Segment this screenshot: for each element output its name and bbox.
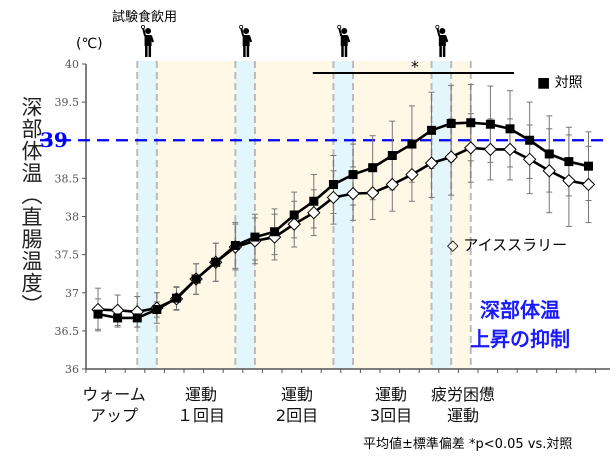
exercise-band	[451, 61, 471, 369]
data-point-ice-slurry	[444, 150, 458, 164]
phase-exercise-3: 運動 3回目	[369, 385, 413, 425]
data-point-ice-slurry	[346, 186, 360, 201]
drinking-person-icon	[435, 24, 449, 57]
data-point-control	[309, 196, 319, 206]
data-point-ice-slurry	[365, 186, 380, 200]
drink-label: 試験食飲用	[112, 10, 178, 25]
data-point-control	[446, 118, 456, 128]
phase-warmup: ウォーム アップ	[82, 385, 146, 425]
data-point-ice-slurry	[424, 156, 439, 170]
data-point-control	[368, 163, 378, 173]
legend-ice-slurry: ◇ アイススラリー	[447, 234, 567, 255]
phase-exercise-1: 運動 １回目	[176, 385, 225, 425]
data-point-ice-slurry	[522, 152, 537, 167]
data-point-control	[328, 179, 338, 189]
drinking-person-icon	[141, 24, 154, 57]
data-point-control	[289, 210, 299, 220]
legend-control: ■ 対照	[537, 72, 583, 92]
reference-label: 39	[40, 128, 68, 152]
drinking-person-icon	[239, 24, 253, 57]
data-point-control	[93, 309, 103, 319]
drinking-person-icon	[337, 24, 351, 57]
data-point-control	[407, 139, 417, 149]
exercise-band	[353, 61, 432, 369]
data-point-control	[230, 240, 240, 250]
data-point-ice-slurry	[562, 173, 576, 188]
legend-control-label: 対照	[554, 75, 583, 91]
data-point-control	[348, 170, 358, 180]
data-point-control	[544, 149, 554, 159]
data-point-control	[250, 232, 260, 242]
footnote: 平均値±標準偏差 *p<0.05 vs.対照	[363, 437, 573, 452]
data-point-control	[152, 305, 162, 315]
diamond-marker-icon: ◇	[447, 236, 459, 254]
drink-band	[431, 61, 452, 369]
data-point-ice-slurry	[307, 205, 321, 220]
data-point-control	[113, 313, 123, 323]
drink-band	[235, 61, 255, 369]
y-tick-label: 38.5	[55, 172, 80, 185]
drink-band	[137, 61, 157, 369]
y-tick-label: 36	[65, 363, 79, 376]
data-point-ice-slurry	[483, 142, 498, 157]
data-point-ice-slurry	[581, 177, 596, 192]
data-point-ice-slurry	[385, 177, 400, 192]
data-point-control	[466, 118, 476, 128]
data-point-control	[525, 135, 535, 145]
data-point-control	[132, 313, 142, 323]
data-point-control	[584, 161, 593, 171]
data-point-control	[505, 124, 515, 134]
y-tick-label: 38	[65, 211, 79, 224]
square-marker-icon: ■	[537, 75, 551, 91]
data-point-ice-slurry	[287, 217, 301, 231]
data-point-control	[191, 274, 201, 284]
data-point-ice-slurry	[405, 167, 419, 182]
y-axis-label: 深部体温（直腸温度）	[19, 96, 43, 316]
y-tick-label: 40	[65, 58, 79, 71]
data-point-control	[211, 257, 221, 267]
legend-ice-label: アイススラリー	[463, 236, 568, 254]
drink-band	[333, 61, 354, 369]
data-point-ice-slurry	[464, 141, 478, 155]
data-point-ice-slurry	[542, 164, 556, 178]
annotation: 深部体温 上昇の抑制	[470, 298, 570, 351]
data-point-control	[270, 227, 280, 237]
significance-asterisk: *	[411, 57, 419, 76]
data-point-control	[387, 151, 397, 160]
data-point-control	[427, 125, 437, 135]
data-point-ice-slurry	[503, 142, 517, 157]
phase-exhaustion: 疲労困憊 運動	[430, 385, 495, 425]
y-tick-label: 37.5	[55, 249, 80, 262]
y-unit: (℃)	[76, 36, 103, 52]
y-tick-label: 39.5	[55, 96, 80, 109]
phase-exercise-2: 運動 2回目	[275, 385, 319, 425]
data-point-ice-slurry	[326, 190, 341, 205]
y-tick-label: 37	[65, 287, 79, 300]
data-point-control	[485, 119, 495, 129]
data-point-control	[564, 157, 574, 167]
y-tick-label: 36.5	[55, 325, 80, 338]
exercise-band	[156, 61, 236, 369]
data-point-control	[171, 293, 181, 303]
